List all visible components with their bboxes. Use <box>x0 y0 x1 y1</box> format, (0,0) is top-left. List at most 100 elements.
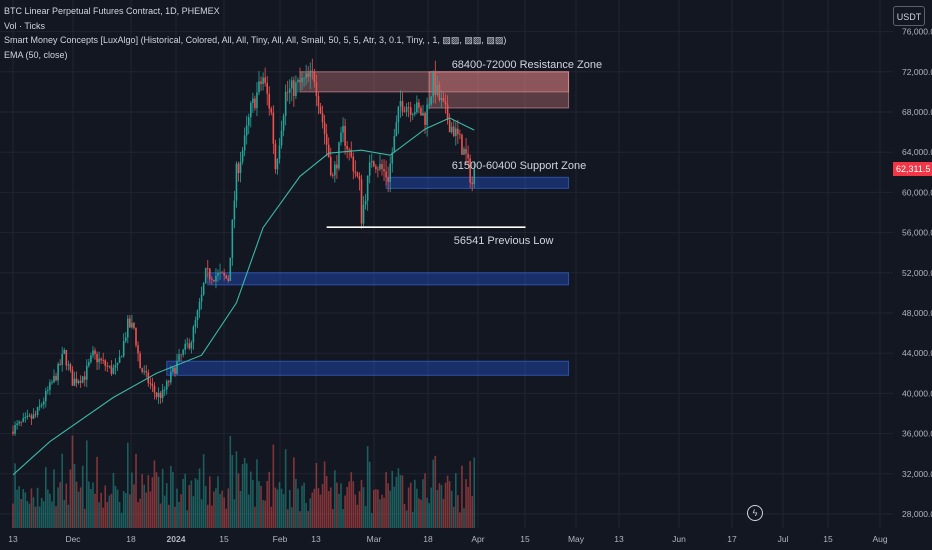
candle-body <box>141 368 143 372</box>
candle-body <box>176 360 178 374</box>
candle-body <box>393 136 396 153</box>
candle-body <box>438 84 441 100</box>
candle-body <box>252 98 254 104</box>
volume-bar <box>274 487 277 528</box>
candle-body <box>153 385 156 393</box>
support-zone-label: 61500-60400 Support Zone <box>451 160 587 173</box>
candle-body <box>356 172 359 176</box>
volume-bar <box>209 476 211 528</box>
volume-bar <box>360 479 363 528</box>
candle-body <box>379 164 381 170</box>
candle-body <box>461 134 463 155</box>
price-tick-label: 44,000.0 <box>902 348 932 358</box>
grid-lines <box>0 0 893 528</box>
candle-body <box>145 371 148 373</box>
currency-button[interactable]: USDT <box>893 6 925 26</box>
ema-line <box>12 117 475 476</box>
legend-symbol[interactable]: BTC Linear Perpetual Futures Contract, 1… <box>4 6 220 16</box>
volume-bar <box>426 497 428 528</box>
candle-body <box>254 98 256 109</box>
volume-bar <box>325 476 328 528</box>
candle-body <box>32 414 35 419</box>
volume-bar <box>98 502 100 528</box>
volume-bar <box>323 461 326 528</box>
legend-smc[interactable]: Smart Money Concepts [LuxAlgo] (Historic… <box>4 35 507 45</box>
previous-low-label: 56541 Previous Low <box>453 234 554 247</box>
candle-body <box>69 364 72 370</box>
volume-bar <box>350 472 353 528</box>
candle-body <box>414 112 416 115</box>
candle-body <box>36 407 39 415</box>
volume-bar <box>455 473 457 528</box>
volume-bar <box>55 506 57 528</box>
candle-body <box>129 318 131 328</box>
volume-bar <box>352 481 355 528</box>
price-tick-label: 56,000.0 <box>902 228 932 238</box>
volume-bar <box>30 488 33 528</box>
time-axis[interactable]: 13 Dec 18 2024 15 Feb 13 Mar 18 Apr 15 May 13 Jun 17 Ju… <box>8 534 888 544</box>
candle-body <box>313 72 316 82</box>
volume-bar <box>49 493 51 528</box>
volume-bar <box>473 457 476 528</box>
candle-body <box>452 126 455 136</box>
candle-body <box>436 84 439 95</box>
legend-volume[interactable]: Vol · Ticks <box>4 20 46 31</box>
candle-body <box>200 294 203 302</box>
candle-body <box>40 404 43 406</box>
volume-bar <box>178 501 180 528</box>
volume-bar <box>108 495 111 528</box>
volume-bar <box>391 470 394 528</box>
volume-bar <box>399 475 402 528</box>
candle-body <box>92 350 94 356</box>
candle-body <box>209 268 211 280</box>
volume-bar <box>129 494 131 528</box>
candle-body <box>387 177 389 182</box>
volume-bar <box>59 482 61 528</box>
price-axis[interactable]: 28,000.0 32,000.0 36,000.0 40,000.0 44,000.0… <box>902 27 932 519</box>
candle-body <box>373 161 375 167</box>
volume-bar <box>395 476 398 528</box>
candle-body <box>223 272 225 276</box>
candle-body <box>434 72 437 95</box>
legend-ema[interactable]: EMA (50, close) <box>4 49 68 60</box>
candle-body <box>71 369 74 386</box>
candle-body <box>321 113 324 123</box>
volume-bar <box>63 499 66 528</box>
candle-body <box>53 375 55 383</box>
candle-body <box>102 360 104 361</box>
volume-bar <box>403 504 406 528</box>
price-tick-label: 64,000.0 <box>902 147 932 157</box>
candle-body <box>202 283 205 295</box>
time-tick-label: 13 <box>614 534 624 544</box>
volume-bar <box>405 510 408 528</box>
support-zone <box>385 176 570 189</box>
time-tick-label: 17 <box>727 534 737 544</box>
volume-bar <box>258 481 260 528</box>
volume-bar <box>393 486 396 528</box>
volume-bar <box>32 497 35 528</box>
volume-bar <box>172 471 174 528</box>
time-tick-label: 15 <box>219 534 229 544</box>
volume-bar <box>143 484 145 528</box>
candle-body <box>303 77 305 79</box>
volume-bar <box>422 479 424 528</box>
candle-body <box>381 164 383 169</box>
time-tick-label: 13 <box>311 534 321 544</box>
candle-body <box>418 102 420 108</box>
candle-body <box>264 77 266 83</box>
candle-body <box>12 431 14 434</box>
candle-body <box>79 381 82 383</box>
candle-body <box>170 371 172 383</box>
volume-bar <box>303 482 305 528</box>
lightning-icon[interactable]: ϟ <box>747 505 763 521</box>
candle-body <box>247 117 250 126</box>
volume-bar <box>184 473 186 528</box>
volume-bar <box>114 485 117 528</box>
volume-bar <box>250 471 252 528</box>
price-tick-label: 52,000.0 <box>902 268 932 278</box>
candle-body <box>42 401 45 405</box>
volume-bar <box>26 501 29 528</box>
candle-body <box>163 389 166 391</box>
volume-bar <box>457 495 459 528</box>
